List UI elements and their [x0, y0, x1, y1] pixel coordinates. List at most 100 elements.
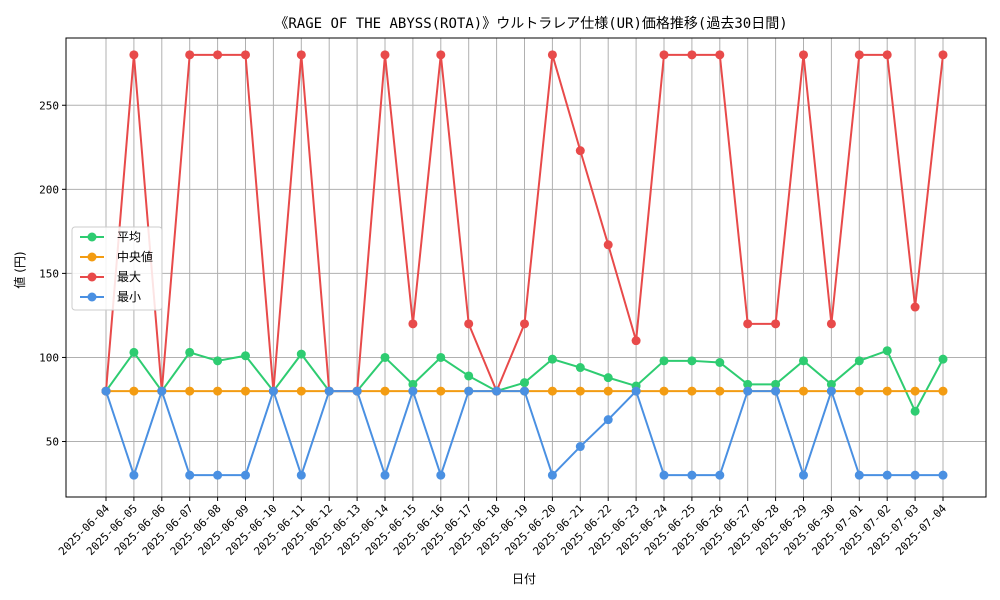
- legend-swatch-marker: [87, 252, 97, 262]
- data-point: [799, 470, 808, 480]
- data-point: [687, 50, 697, 60]
- data-point: [575, 386, 585, 396]
- x-axis-label: 日付: [512, 572, 536, 586]
- data-point: [687, 356, 697, 366]
- data-point: [743, 319, 753, 329]
- data-point: [826, 386, 836, 396]
- data-point: [575, 363, 585, 373]
- data-point: [492, 386, 502, 396]
- data-point: [464, 371, 474, 381]
- data-point: [547, 470, 557, 480]
- y-axis-label: 値 (円): [12, 251, 27, 288]
- data-point: [213, 386, 223, 396]
- data-point: [129, 347, 139, 357]
- legend-label: 中央値: [117, 249, 153, 264]
- data-point: [464, 319, 474, 329]
- data-point: [799, 356, 808, 366]
- data-point: [352, 386, 362, 396]
- legend-label: 最大: [117, 270, 141, 284]
- data-point: [296, 470, 306, 480]
- data-point: [826, 319, 836, 329]
- data-point: [268, 386, 278, 396]
- data-point: [771, 379, 781, 389]
- data-point: [743, 379, 753, 389]
- data-point: [324, 386, 334, 396]
- data-point: [436, 50, 446, 60]
- y-tick-label: 100: [39, 351, 59, 364]
- data-point: [938, 470, 948, 480]
- data-point: [520, 319, 529, 329]
- data-point: [854, 386, 864, 396]
- grid: [66, 38, 986, 497]
- data-point: [408, 386, 418, 396]
- data-point: [547, 386, 557, 396]
- data-point: [408, 379, 418, 389]
- data-point: [826, 379, 836, 389]
- data-point: [882, 470, 892, 480]
- data-point: [380, 50, 390, 60]
- data-point: [101, 386, 111, 396]
- legend-box: [71, 226, 163, 311]
- data-point: [575, 146, 585, 156]
- y-tick-label: 50: [46, 436, 59, 449]
- data-point: [659, 386, 669, 396]
- data-point: [213, 50, 223, 60]
- data-point: [213, 470, 223, 480]
- data-point: [185, 470, 195, 480]
- data-point: [464, 386, 474, 396]
- legend-label: 平均: [117, 230, 141, 244]
- y-tick-label: 150: [39, 267, 59, 280]
- data-point: [241, 50, 250, 60]
- data-point: [882, 346, 892, 356]
- data-point: [380, 352, 390, 362]
- data-point: [603, 240, 613, 250]
- data-point: [938, 50, 948, 60]
- data-point: [296, 386, 306, 396]
- data-point: [380, 386, 390, 396]
- data-point: [938, 354, 948, 364]
- data-point: [938, 386, 948, 396]
- data-point: [436, 386, 446, 396]
- data-point: [882, 386, 892, 396]
- data-point: [213, 356, 223, 366]
- data-point: [436, 470, 446, 480]
- data-point: [910, 386, 920, 396]
- data-point: [520, 378, 529, 388]
- data-point: [910, 302, 920, 312]
- data-point: [631, 336, 641, 346]
- data-point: [296, 349, 306, 359]
- data-point: [603, 415, 613, 425]
- data-point: [241, 386, 250, 396]
- data-point: [520, 386, 529, 396]
- legend-swatch-marker: [87, 292, 97, 302]
- data-point: [157, 386, 167, 396]
- data-point: [771, 319, 781, 329]
- data-point: [854, 470, 864, 480]
- legend-swatch-marker: [87, 232, 97, 242]
- data-point: [296, 50, 306, 60]
- legend-label: 最小: [117, 290, 141, 304]
- data-point: [799, 386, 808, 396]
- data-point: [854, 356, 864, 366]
- data-point: [910, 406, 920, 416]
- data-point: [185, 50, 195, 60]
- data-point: [659, 50, 669, 60]
- data-point: [603, 386, 613, 396]
- data-point: [715, 357, 725, 367]
- data-point: [771, 386, 781, 396]
- series-group: [101, 50, 948, 480]
- data-point: [547, 50, 557, 60]
- data-point: [715, 50, 725, 60]
- data-point: [882, 50, 892, 60]
- data-point: [910, 470, 920, 480]
- data-point: [185, 347, 195, 357]
- y-tick-label: 250: [39, 99, 59, 112]
- data-point: [241, 351, 250, 361]
- y-tick-label: 200: [39, 183, 59, 196]
- data-point: [547, 354, 557, 364]
- data-point: [380, 470, 390, 480]
- series-3: [101, 386, 948, 480]
- data-point: [603, 373, 613, 383]
- data-point: [129, 50, 139, 60]
